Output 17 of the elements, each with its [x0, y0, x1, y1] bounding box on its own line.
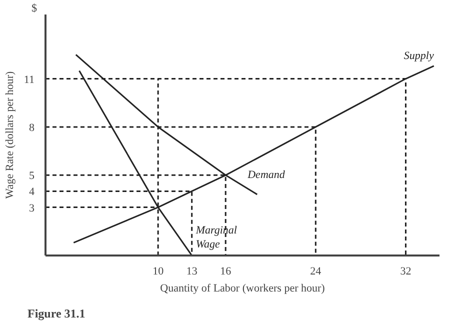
x-axis-title: Quantity of Labor (workers per hour)	[160, 282, 326, 294]
x-tick-label: 10	[152, 266, 164, 278]
y-axis-title: Wage Rate (dollars per hour)	[4, 70, 16, 199]
x-tick-label: 32	[400, 266, 412, 278]
y-tick-label: 3	[29, 202, 35, 214]
series-label: Supply	[404, 50, 434, 62]
text: $	[32, 2, 38, 14]
series-label: Demand	[246, 169, 286, 182]
x-tick-label: 13	[186, 266, 198, 278]
y-tick-label: 8	[29, 122, 35, 134]
y-tick-label: 5	[29, 170, 35, 182]
y-tick-label: 4	[29, 186, 35, 198]
x-tick-label: 24	[310, 266, 322, 278]
y-tick-label: 11	[24, 74, 34, 86]
series-label: Marginal Wage	[194, 224, 237, 251]
x-tick-label: 16	[220, 266, 232, 278]
caption: Figure 31.1	[28, 306, 86, 320]
